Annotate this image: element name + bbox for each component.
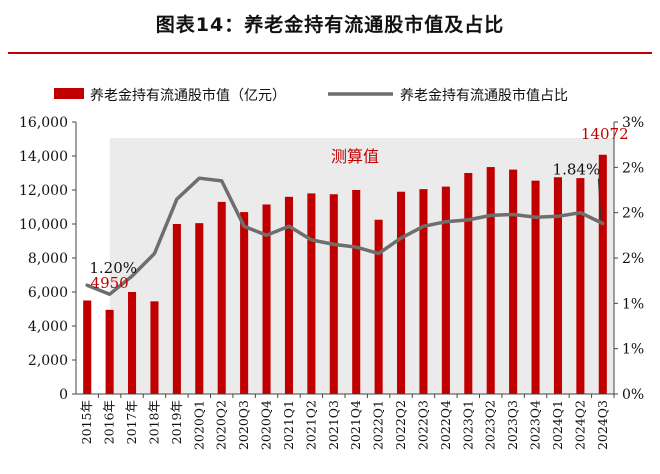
bar-2023Q4 [531,180,540,394]
axes: 0 2,000 4,000 6,000 8,000 10,000 12,000 14,000 1… [19,115,644,450]
legend-line-label: 养老金持有流通股市值占比 [400,87,568,104]
bar-2024Q2 [576,178,585,394]
x-tick-label: 2023Q1 [460,400,475,450]
data-label-2024Q2: 1.84% [553,161,601,179]
bar-2016年 [105,309,114,394]
left-tick-label: 4,000 [28,319,68,335]
bar-2022Q4 [441,186,450,394]
bar-2024Q1 [553,177,562,394]
x-tick-label: 2017年 [124,400,139,444]
bar-2021Q4 [352,190,361,394]
ratio-line [85,176,605,297]
x-tick-label: 2022Q2 [393,400,408,450]
bar-2019年 [172,224,181,394]
left-tick-label: 8,000 [28,251,68,267]
ratio-line-path [85,176,605,297]
bar-2021Q3 [329,194,338,394]
bar-2021Q1 [284,196,293,394]
bar-2022Q1 [374,219,383,394]
right-tick-label: 2% [622,251,644,267]
bars [83,154,607,394]
left-tick-label: 10,000 [19,217,68,233]
x-tick-label: 2024Q2 [572,400,587,450]
annotations: 4950 14072 1.20% 1.84% [89,125,628,292]
data-label-2024Q3: 14072 [581,125,629,143]
left-tick-label: 12,000 [19,183,68,199]
bar-2024Q3 [598,154,607,394]
bar-2023Q1 [464,173,473,394]
left-tick-label: 16,000 [19,115,68,131]
left-tick-label: 0 [59,387,68,403]
shaded-region: 测算值 [109,138,614,394]
data-label-2015年: 1.20% [89,259,137,277]
x-tick-label: 2020Q3 [236,400,251,450]
x-tick-label: 2020Q1 [191,400,206,450]
bar-2015年 [83,300,92,394]
right-tick-label: 2% [622,206,644,222]
x-tick-label: 2023Q4 [528,400,543,450]
bar-2020Q4 [262,204,271,394]
x-tick-label: 2023Q3 [505,400,520,450]
x-tick-label: 2020Q2 [214,400,229,450]
x-tick-label: 2016年 [102,400,117,444]
x-tick-label: 2015年 [79,400,94,444]
x-tick-label: 2022Q4 [438,400,453,450]
shaded-region-label: 测算值 [331,147,379,166]
left-tick-label: 14,000 [19,149,68,165]
bar-2020Q2 [217,201,226,394]
right-tick-label: 1% [622,342,644,358]
x-tick-label: 2022Q3 [415,400,430,450]
x-tick-label: 2021Q4 [348,400,363,450]
right-tick-label: 2% [622,160,644,176]
right-tick-label: 3% [622,115,644,131]
bar-2021Q2 [307,193,316,394]
figure-title: 图表14：养老金持有流通股市值及占比 [155,14,505,36]
left-tick-label: 2,000 [28,353,68,369]
annotation-leader-line [597,178,602,220]
x-tick-label: 2023Q2 [483,400,498,450]
left-tick-label: 6,000 [28,285,68,301]
bar-2023Q2 [486,167,495,394]
bar-2023Q3 [509,169,518,394]
x-tick-label: 2020Q4 [259,400,274,450]
x-tick-label: 2019年 [169,400,184,444]
shaded-region-bg [109,138,614,394]
legend-bar-label: 养老金持有流通股市值（亿元） [90,87,286,104]
title-rule [8,52,652,54]
x-tick-label: 2021Q2 [303,400,318,450]
bar-2017年 [128,292,137,394]
bar-2018年 [150,301,159,394]
legend: 养老金持有流通股市值（亿元） 养老金持有流通股市值占比 [54,87,568,104]
data-label-2016年: 4950 [91,274,129,292]
legend-bar-swatch [54,88,84,99]
bar-2022Q2 [397,191,406,394]
x-tick-label: 2022Q1 [371,400,386,450]
bar-2022Q3 [419,189,428,394]
x-tick-label: 2018年 [146,400,161,444]
x-tick-label: 2021Q1 [281,400,296,450]
bar-2020Q3 [240,212,249,394]
bar-2020Q1 [195,223,204,394]
x-tick-label: 2024Q3 [595,400,610,450]
x-tick-label: 2021Q3 [326,400,341,450]
x-tick-label: 2024Q1 [550,400,565,450]
right-tick-label: 0% [622,387,644,403]
right-tick-label: 1% [622,296,644,312]
